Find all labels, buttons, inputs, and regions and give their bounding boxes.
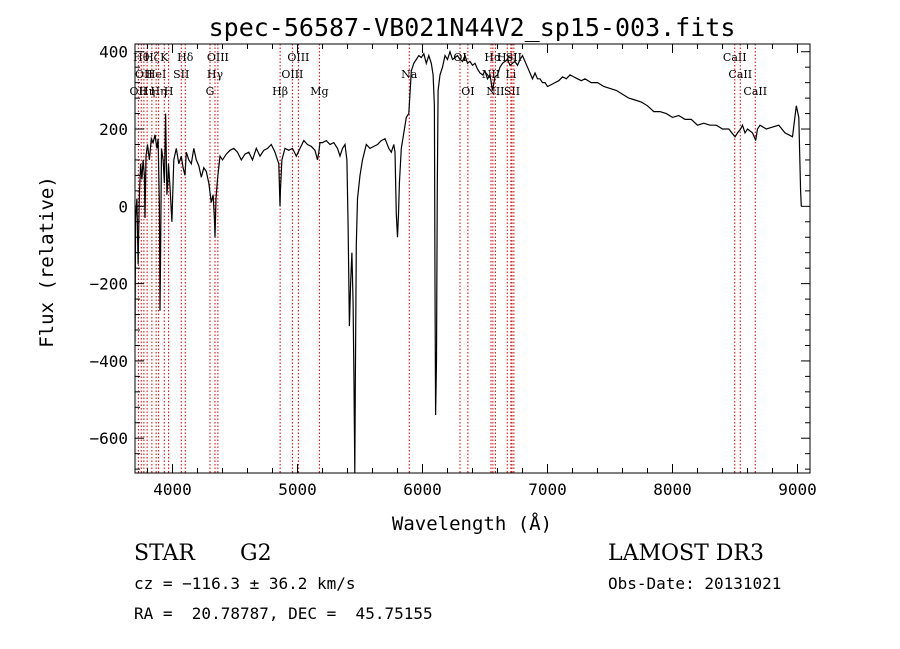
x-tick-label-4000: 4000 [153,480,192,499]
y-tick-label-0: 0 [118,197,128,216]
line-marker-label-29: CaII [728,68,752,81]
survey-name: LAMOST DR3 [608,541,764,566]
line-marker-label-17: Mg [310,85,328,98]
line-marker-label-23: NII [486,85,504,98]
x-axis-label: Wavelength (Å) [392,512,552,535]
line-marker-label-30: CaII [743,85,767,98]
line-marker-label-3: Hη [139,85,155,98]
obs-date: Obs-Date: 20131021 [608,574,782,593]
x-tick-label-9000: 9000 [778,480,817,499]
spectrum-line [135,49,802,473]
plot-axes: 4000 5000 6000 7000 8000 9000 −600 −400 −200 0 200… [89,43,816,499]
line-marker-label-10: Hδ [177,51,194,64]
line-marker-label-12: Hγ [207,68,224,81]
line-marker-label-24: HeI [497,51,517,64]
x-tick-label-6000: 6000 [403,480,442,499]
line-marker-label-16: OIII [287,51,309,64]
spectrum-series [135,49,802,473]
y-axis-label: Flux (relative) [36,176,58,348]
line-marker-label-8: H [164,85,174,98]
line-marker-label-25: Li [505,68,516,81]
line-marker-label-27: SII [506,51,522,64]
line-marker-label-5: HeI [146,68,166,81]
x-tick-label-8000: 8000 [653,480,692,499]
line-marker-label-14: Hβ [272,85,288,98]
line-marker-label-6: Hη [151,85,167,98]
redshift-readout: cz = −116.3 ± 36.2 km/s [134,574,356,593]
chart-title: spec-56587-VB021N44V2_sp15-003.fits [209,13,736,42]
line-marker-label-9: SII [173,68,189,81]
plot-frame [134,43,811,474]
y-tick-label-400: 400 [99,43,128,62]
y-tick-label--200: −200 [89,275,128,294]
line-marker-label-4: Hζ [144,51,160,64]
line-marker-label-28: CaII [723,51,747,64]
line-marker-label-26: SII [504,85,520,98]
line-marker-label-22: Hα [484,51,502,64]
coordinates: RA = 20.78787, DEC = 45.75155 [134,604,433,623]
line-marker-label-18: Na [401,68,418,81]
line-marker-label-2: OII [135,68,153,81]
line-marker-label-15: OIII [281,68,303,81]
object-class: STAR [134,541,195,566]
line-marker-label-0: OII [130,85,148,98]
line-marker-label-21: NII [482,68,500,81]
x-tick-label-5000: 5000 [278,480,317,499]
line-marker-label-13: OIII [207,51,229,64]
y-tick-label--600: −600 [89,429,128,448]
line-marker-label-7: K [160,51,169,64]
emission-line-markers: OIIHθOIIHηHζHeIHηKHSIIHδGHγOIIIHβOIIIOII… [130,44,767,473]
line-marker-label-1: Hθ [133,51,150,64]
object-subclass: G2 [240,541,272,566]
y-tick-label-200: 200 [99,120,128,139]
y-tick-label--400: −400 [89,352,128,371]
line-marker-label-20: OI [461,85,474,98]
line-marker-label-11: G [206,85,215,98]
x-tick-label-7000: 7000 [528,480,567,499]
